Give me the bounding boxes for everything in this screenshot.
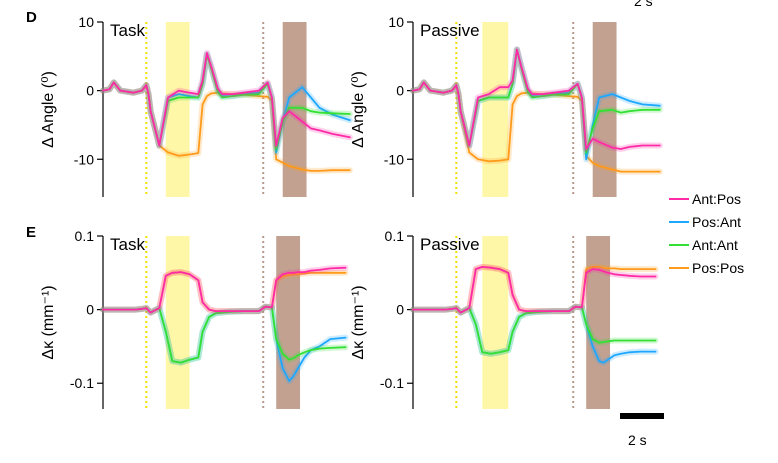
chart-title: Task <box>110 21 145 40</box>
y-tick-label: -0.1 <box>70 375 94 391</box>
y-tick-label: -10 <box>74 151 94 167</box>
series-band-ant-pos <box>410 263 659 316</box>
y-axis-label: Δ Angle (⁰) <box>350 71 367 148</box>
y-tick-label: 0 <box>86 302 94 318</box>
chart-d-passive: 10 0 -10 Δ Angle (⁰) Passive <box>350 14 663 197</box>
series-line-pos-ant <box>102 305 347 382</box>
scalebar-label: 2 s <box>628 432 647 448</box>
legend: Ant:Pos Pos:Ant Ant:Ant Pos:Pos <box>669 191 744 276</box>
y-axis-label: Δ Angle (⁰) <box>40 71 57 148</box>
scalebar <box>620 413 664 419</box>
series-band-pos-ant <box>410 46 663 163</box>
brown-band <box>592 22 617 197</box>
legend-label: Ant:Ant <box>692 237 738 253</box>
y-axis-label: Δκ (mm⁻¹) <box>350 285 367 359</box>
chart-e-task: 0.1 0 -0.1 Δκ (mm⁻¹) Task <box>40 228 349 409</box>
yellow-band <box>482 236 509 409</box>
y-tick-label: 0.1 <box>75 228 95 244</box>
series-line-pos-ant <box>412 48 661 161</box>
y-tick-label: 0 <box>396 302 404 318</box>
series-band-pos-ant <box>100 51 353 156</box>
chart-title: Passive <box>420 235 480 254</box>
chart-e-passive: 0.1 0 -0.1 Δκ (mm⁻¹) Passive <box>350 228 659 409</box>
y-tick-label: -10 <box>384 151 404 167</box>
y-tick-label: 0 <box>86 83 94 99</box>
yellow-band <box>482 22 509 197</box>
clipped-top-label: 2 s <box>634 0 653 9</box>
legend-label: Pos:Ant <box>692 214 741 230</box>
y-tick-label: 0 <box>396 83 404 99</box>
y-tick-label: -0.1 <box>380 375 404 391</box>
panel-label-d: D <box>26 9 37 26</box>
y-tick-label: 0.1 <box>385 228 405 244</box>
legend-label: Ant:Pos <box>692 191 741 207</box>
series-line-ant-pos <box>412 48 661 150</box>
yellow-band <box>165 236 190 409</box>
brown-band <box>282 22 307 197</box>
series-line-ant-pos <box>412 265 657 314</box>
legend-label: Pos:Pos <box>692 260 744 276</box>
y-tick-label: 10 <box>388 14 404 30</box>
chart-d-task: 10 0 -10 Δ Angle (⁰) Task <box>40 14 353 197</box>
panel-label-e: E <box>26 224 36 241</box>
y-tick-label: 10 <box>78 14 94 30</box>
chart-title: Task <box>110 235 145 254</box>
series-line-ant-pos <box>102 266 347 314</box>
series-line-ant-pos <box>102 52 351 147</box>
brown-band <box>586 236 611 409</box>
series-band-pos-ant <box>100 303 349 384</box>
chart-title: Passive <box>420 21 480 40</box>
y-axis-label: Δκ (mm⁻¹) <box>40 285 57 359</box>
